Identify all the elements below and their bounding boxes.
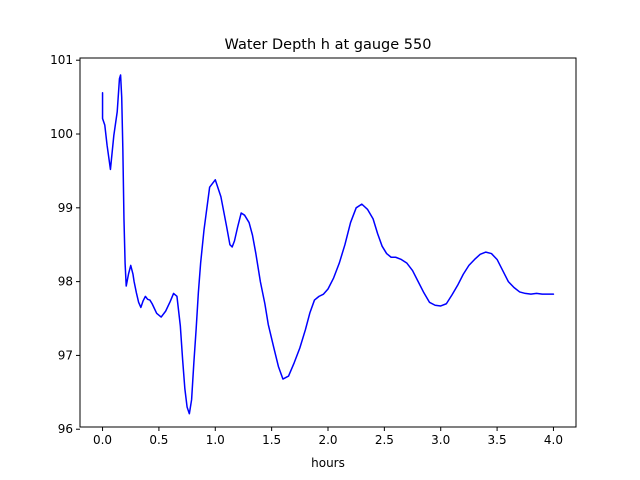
x-axis-label: hours xyxy=(311,456,345,470)
x-tick-label: 4.0 xyxy=(544,433,563,447)
y-axis: 96 97 98 99 100 101 xyxy=(50,53,80,436)
y-tick-label: 96 xyxy=(58,422,73,436)
x-tick-label: 0.0 xyxy=(93,433,112,447)
plot-area xyxy=(79,57,577,428)
y-tick-label: 101 xyxy=(50,53,73,67)
x-tick-label: 0.5 xyxy=(149,433,168,447)
y-tick-label: 97 xyxy=(58,348,73,362)
series-line-water-depth xyxy=(101,74,555,415)
x-tick-label: 2.0 xyxy=(318,433,337,447)
x-axis: 0.0 0.5 1.0 1.5 2.0 2.5 3.0 3.5 4.0 xyxy=(93,427,563,447)
y-tick-label: 100 xyxy=(50,127,73,141)
chart-title: Water Depth h at gauge 550 xyxy=(225,37,432,53)
y-tick-label: 99 xyxy=(58,201,73,215)
x-tick-label: 1.5 xyxy=(262,433,281,447)
plot-background xyxy=(80,58,576,427)
x-tick-label: 2.5 xyxy=(375,433,394,447)
x-tick-label: 1.0 xyxy=(206,433,225,447)
x-tick-label: 3.0 xyxy=(431,433,450,447)
x-tick-label: 3.5 xyxy=(488,433,507,447)
y-tick-label: 98 xyxy=(58,275,73,289)
